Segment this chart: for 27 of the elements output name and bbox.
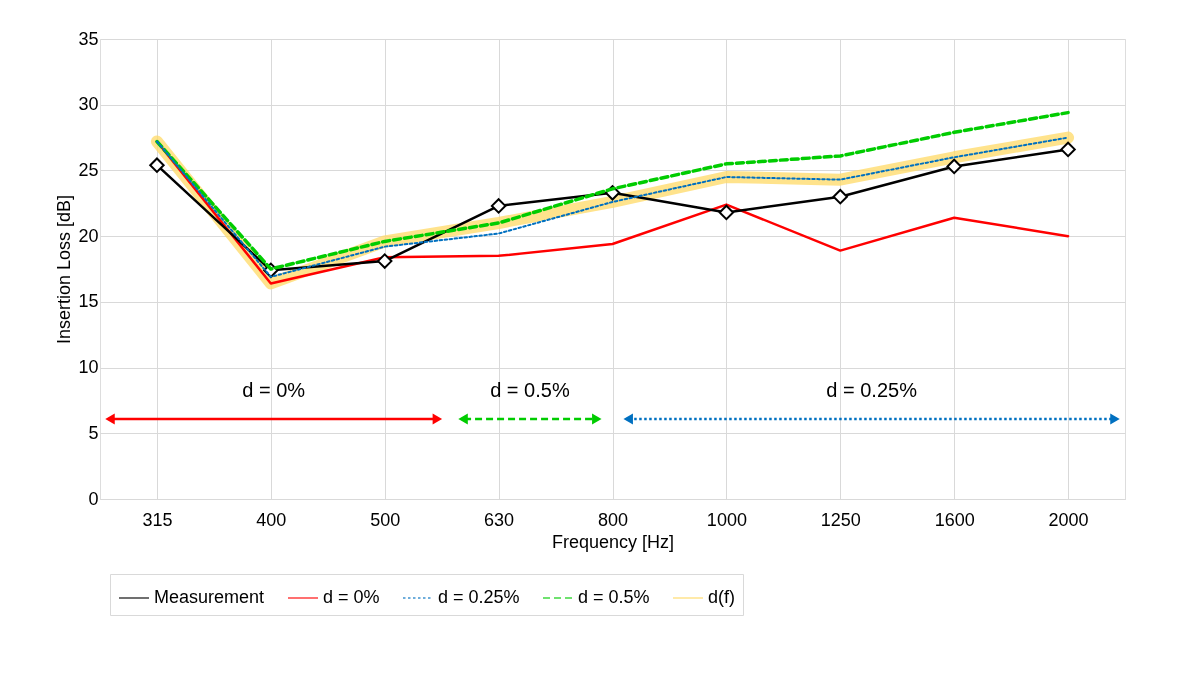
x-tick-label: 400	[256, 509, 287, 530]
y-tick-label: 5	[88, 422, 99, 443]
legend-label: d(f)	[708, 587, 735, 607]
legend-label: d = 0%	[323, 587, 380, 607]
y-tick-label: 20	[78, 225, 99, 246]
legend-label: d = 0.25%	[438, 587, 520, 607]
annotation: d = 0.5%	[490, 378, 570, 401]
annotation: d = 0%	[242, 378, 306, 401]
y-axis-title: Insertion Loss [dB]	[54, 194, 75, 345]
x-tick-label: 315	[142, 509, 173, 530]
x-tick-label: 500	[370, 509, 401, 530]
x-tick-label: 1600	[934, 509, 975, 530]
y-tick-label: 0	[88, 488, 99, 509]
x-tick-label: 1250	[820, 509, 861, 530]
legend-label: d = 0.5%	[578, 587, 650, 607]
y-tick-label: 25	[78, 159, 99, 180]
legend-label: Measurement	[154, 587, 265, 607]
x-tick-label: 800	[597, 509, 629, 530]
annotation: d = 0.25%	[826, 378, 918, 401]
x-tick-label: 1000	[706, 509, 747, 530]
x-axis-title: Frequency [Hz]	[551, 531, 675, 552]
y-tick-label: 35	[78, 28, 99, 49]
x-tick-label: 2000	[1048, 509, 1089, 530]
y-tick-label: 15	[78, 291, 99, 312]
y-tick-label: 30	[78, 94, 99, 115]
y-tick-label: 10	[78, 357, 99, 378]
x-tick-label: 630	[484, 509, 515, 530]
